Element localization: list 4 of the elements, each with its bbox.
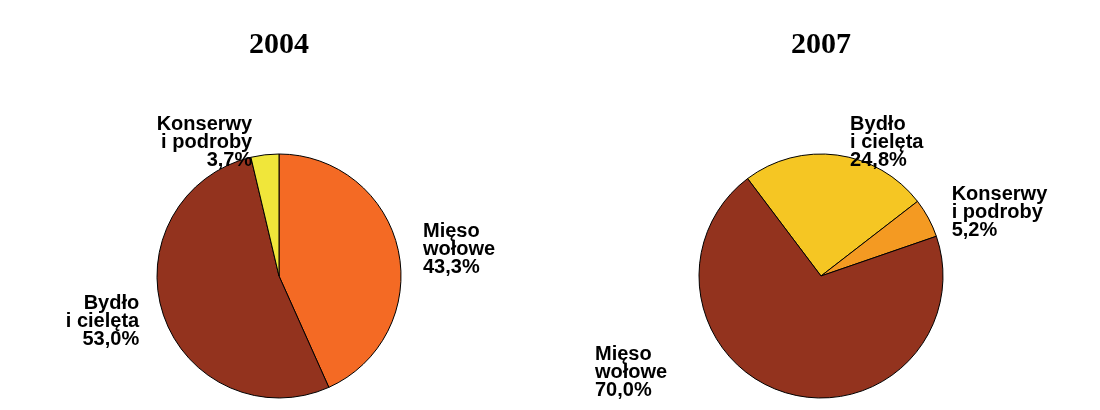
- chart-title: 2007: [791, 25, 851, 59]
- slice-label: Konserwy i podroby: [951, 182, 1049, 223]
- slice-label: Bydło i cielęta: [850, 112, 925, 153]
- chart-title: 2004: [249, 25, 309, 59]
